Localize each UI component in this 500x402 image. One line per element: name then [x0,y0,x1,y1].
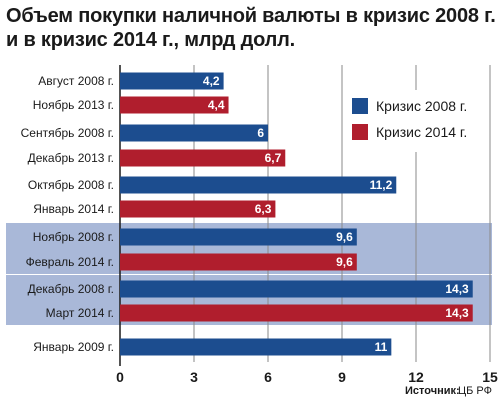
bar [120,253,357,271]
x-tick-label: 6 [264,369,272,385]
bar [120,176,397,194]
category-label: Октябрь 2008 г. [28,178,114,192]
x-tick-label: 3 [190,369,198,385]
data-label: 9,6 [336,255,353,269]
data-label: 9,6 [336,230,353,244]
bar [120,338,392,356]
legend-label: Кризис 2014 г. [376,124,467,140]
legend-label: Кризис 2008 г. [376,98,467,114]
bar [120,228,357,246]
category-label: Февраль 2014 г. [26,255,114,269]
category-label: Декабрь 2008 г. [28,282,114,296]
data-label: 14,3 [445,282,469,296]
category-label: Сентябрь 2008 г. [21,126,114,140]
bar [120,304,473,322]
source-label: Источник: [405,385,460,397]
legend-swatch [352,124,368,140]
data-label: 4,2 [203,74,220,88]
chart-title: Объем покупки наличной валюты в кризис 2… [6,5,496,51]
bar [120,72,224,90]
category-label: Август 2008 г. [38,74,114,88]
bar [120,96,229,114]
x-tick-label: 9 [338,369,346,385]
data-label: 6 [257,126,264,140]
bar [120,280,473,298]
x-tick-label: 12 [408,369,424,385]
category-label: Декабрь 2013 г. [28,151,114,165]
legend-swatch [352,98,368,114]
x-tick-label: 0 [116,369,124,385]
data-label: 6,3 [255,202,272,216]
bar [120,124,268,142]
category-label: Январь 2014 г. [33,202,114,216]
category-label: Ноябрь 2008 г. [33,230,114,244]
bar [120,200,276,218]
data-label: 14,3 [445,306,469,320]
data-label: 11,2 [370,178,393,192]
category-label: Ноябрь 2013 г. [33,98,114,112]
data-label: 11 [375,340,388,354]
data-label: 4,4 [208,98,225,112]
category-label: Январь 2009 г. [33,340,114,354]
category-label: Март 2014 г. [46,306,114,320]
source-value: ЦБ РФ [458,385,492,397]
data-label: 6,7 [265,151,282,165]
x-tick-label: 15 [482,369,498,385]
bar [120,149,286,167]
